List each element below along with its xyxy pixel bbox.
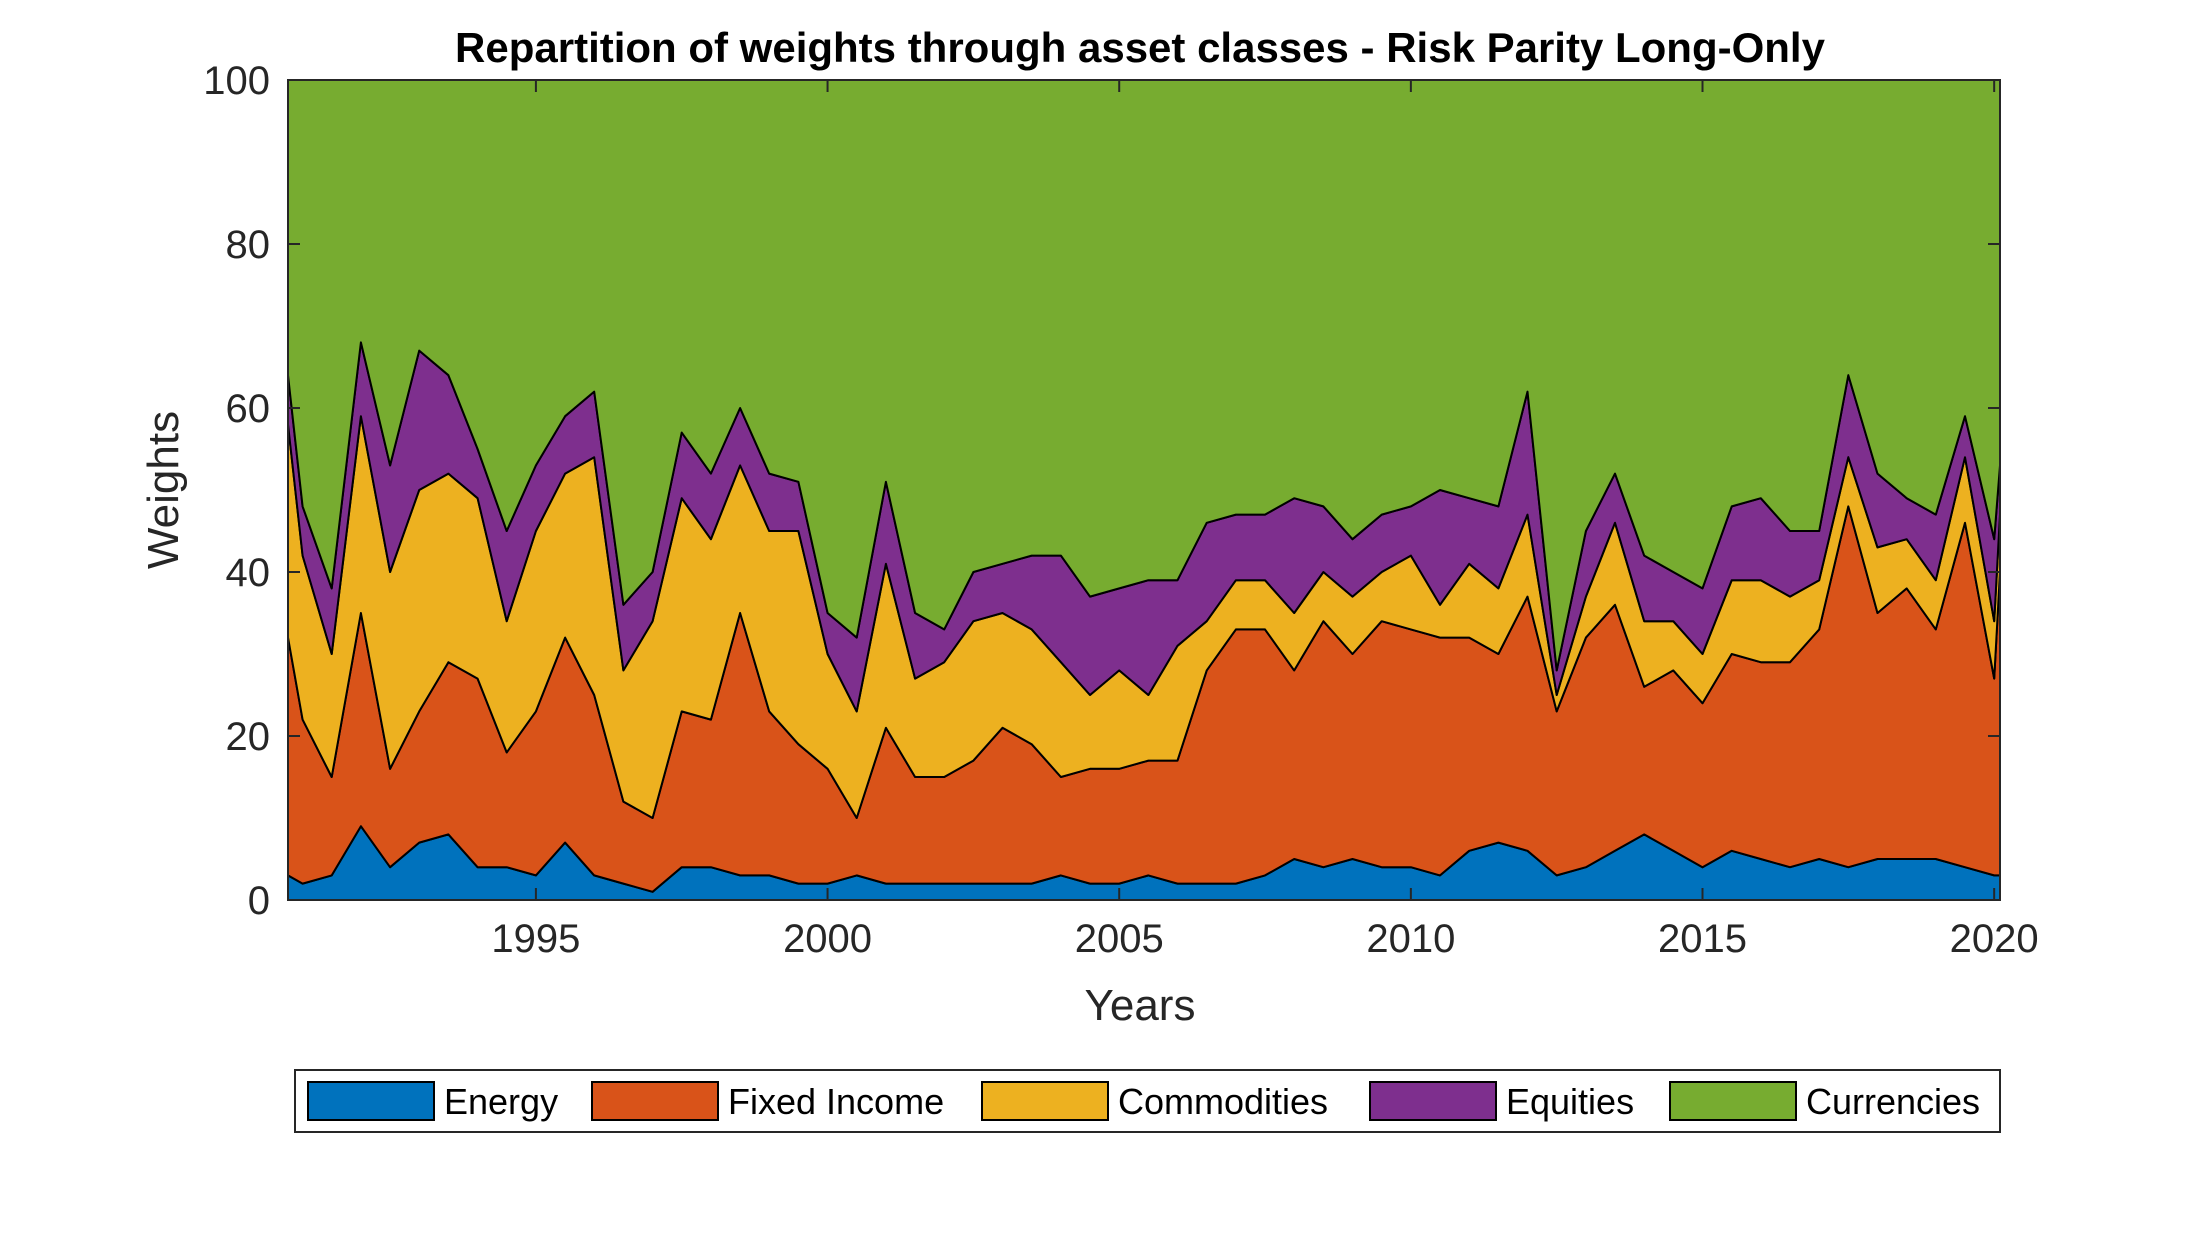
legend-swatch-fixed-income <box>591 1081 719 1121</box>
legend-label-currencies: Currencies <box>1806 1081 1980 1122</box>
y-tick-label: 100 <box>203 59 270 103</box>
y-tick-label: 20 <box>226 715 271 759</box>
y-tick-label: 0 <box>248 879 270 923</box>
x-tick-label: 2015 <box>1658 917 1747 961</box>
y-axis-label: Weights <box>139 411 188 569</box>
x-tick-label: 1995 <box>491 917 580 961</box>
legend-label-commodities: Commodities <box>1118 1081 1328 1122</box>
legend-label-energy: Energy <box>444 1081 558 1122</box>
x-tick-label: 2000 <box>783 917 872 961</box>
legend: Energy Fixed Income Commodities Equities Cur… <box>294 1069 2001 1133</box>
x-axis: 1995 2000 2005 2010 2015 2020 <box>491 80 2039 961</box>
legend-swatch-commodities <box>981 1081 1109 1121</box>
y-tick-label: 60 <box>226 387 271 431</box>
area-layers <box>287 79 2001 901</box>
x-tick-label: 2010 <box>1366 917 1455 961</box>
x-tick-label: 2020 <box>1950 917 2039 961</box>
legend-swatch-equities <box>1369 1081 1497 1121</box>
y-axis: 0 20 40 60 80 100 <box>203 59 2000 923</box>
plot-area-frame <box>287 79 2001 901</box>
y-tick-label: 40 <box>226 551 271 595</box>
legend-label-fixed-income: Fixed Income <box>728 1081 944 1122</box>
legend-swatch-currencies <box>1669 1081 1797 1121</box>
legend-swatch-energy <box>307 1081 435 1121</box>
chart-title: Repartition of weights through asset cla… <box>455 24 1826 71</box>
x-axis-label: Years <box>1085 981 1196 1030</box>
y-tick-label: 80 <box>226 223 271 267</box>
x-tick-label: 2005 <box>1075 917 1164 961</box>
legend-label-equities: Equities <box>1506 1081 1634 1122</box>
